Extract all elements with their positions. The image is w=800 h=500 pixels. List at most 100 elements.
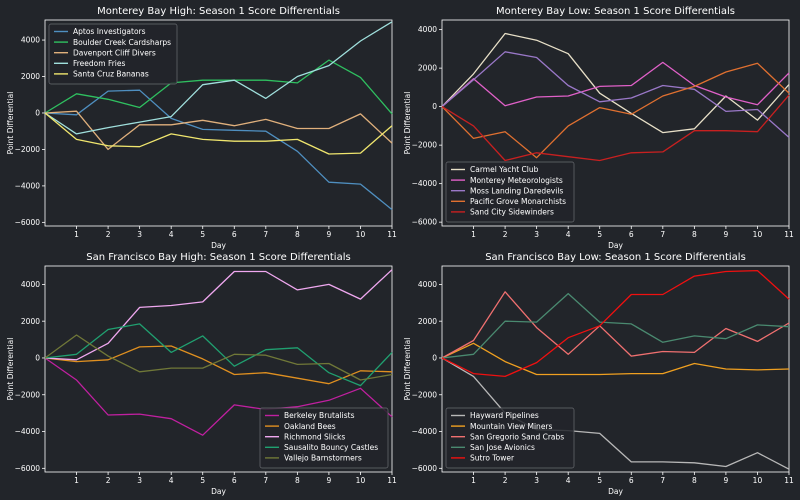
x-tick-label: 8: [692, 476, 697, 485]
x-tick-label: 2: [106, 476, 111, 485]
legend-box: [48, 23, 178, 85]
legend-entry: Sutro Tower: [470, 454, 515, 463]
y-tick-label: 2000: [21, 317, 40, 326]
y-tick-label: 0: [35, 109, 40, 118]
legend-entry: Monterey Meteorologists: [470, 176, 563, 185]
legend-entry: Berkeley Brutalists: [284, 411, 355, 420]
series-line: [44, 59, 393, 115]
x-tick-label: 9: [327, 476, 332, 485]
y-tick-label: 4000: [21, 280, 40, 289]
legend-entry: Oakland Bees: [284, 422, 336, 431]
legend-entry: Pacific Grove Monarchists: [470, 197, 566, 206]
x-tick-label: 4: [566, 230, 571, 239]
x-tick-label: 11: [387, 230, 397, 239]
legend: Berkeley Brutalists Oakland BeesRichmond …: [259, 407, 389, 469]
x-tick-label: 11: [784, 230, 794, 239]
chart-panel-4: San Francisco Bay Low: Season 1 Score Di…: [403, 252, 794, 496]
legend-entry: Mountain View Miners: [470, 422, 553, 431]
x-tick-label: 6: [629, 476, 634, 485]
y-tick-label: −2000: [15, 145, 41, 154]
legend-entry: Vallejo Barnstormers: [284, 454, 362, 463]
series-line: [44, 357, 393, 436]
chart-panel-1: Monterey Bay High: Season 1 Score Differ…: [6, 6, 397, 250]
x-tick-label: 11: [387, 476, 397, 485]
series-line: [44, 89, 393, 211]
y-tick-label: −4000: [412, 179, 438, 188]
x-tick-label: 8: [692, 230, 697, 239]
series-line: [441, 51, 790, 138]
series-line: [441, 62, 790, 159]
y-tick-label: −6000: [15, 218, 41, 227]
y-tick-label: −4000: [15, 181, 41, 190]
y-tick-label: 4000: [418, 280, 437, 289]
plot-frame: [44, 19, 393, 227]
chart-title: Monterey Bay Low: Season 1 Score Differe…: [496, 6, 735, 17]
y-tick-label: −6000: [15, 464, 41, 473]
x-tick-label: 5: [200, 230, 205, 239]
series-line: [441, 357, 790, 470]
legend-box: [445, 407, 575, 469]
legend-entry: Sausalito Bouncy Castles: [284, 443, 378, 452]
y-axis-label: Point Differential: [403, 338, 412, 401]
x-tick-label: 10: [753, 230, 763, 239]
chart-title: Monterey Bay High: Season 1 Score Differ…: [97, 6, 340, 17]
series-line: [441, 32, 790, 134]
legend-entry: Richmond Slicks: [284, 432, 345, 441]
series-line: [441, 269, 790, 378]
legend-entry: San Gregorio Sand Crabs: [470, 432, 564, 441]
x-tick-label: 3: [534, 230, 539, 239]
legend-entry: Davenport Cliff Divers: [73, 48, 156, 57]
x-tick-label: 3: [534, 476, 539, 485]
series-line: [44, 334, 393, 381]
x-tick-label: 1: [74, 476, 79, 485]
legend-entry: Hayward Pipelines: [470, 411, 539, 420]
legend-box: [445, 161, 575, 223]
x-tick-label: 6: [232, 230, 237, 239]
x-tick-label: 6: [629, 230, 634, 239]
x-tick-label: 3: [137, 476, 142, 485]
x-tick-label: 8: [295, 230, 300, 239]
legend: Aptos Investigators Boulder Creek Cardsha…: [48, 23, 178, 85]
x-tick-label: 2: [106, 230, 111, 239]
y-tick-label: 2000: [21, 72, 40, 81]
y-tick-label: 4000: [418, 25, 437, 34]
series-line: [44, 21, 393, 135]
x-tick-label: 9: [724, 230, 729, 239]
y-axis-label: Point Differential: [6, 92, 15, 155]
series-line: [44, 269, 393, 361]
series-line: [44, 323, 393, 387]
x-tick-label: 5: [597, 476, 602, 485]
y-tick-label: 4000: [21, 36, 40, 45]
x-tick-label: 1: [471, 230, 476, 239]
legend-entry: Sand City Sidewinders: [470, 208, 554, 217]
series-line: [44, 110, 393, 151]
series-line: [441, 94, 790, 162]
x-tick-label: 7: [263, 230, 268, 239]
x-tick-label: 9: [724, 476, 729, 485]
x-tick-label: 10: [753, 476, 763, 485]
legend-entry: Carmel Yacht Club: [470, 165, 539, 174]
x-tick-label: 11: [784, 476, 794, 485]
series-line: [441, 61, 790, 108]
x-tick-label: 4: [566, 476, 571, 485]
series-line: [441, 342, 790, 376]
x-tick-label: 1: [471, 476, 476, 485]
legend: Hayward Pipelines Mountain View MinersSan…: [445, 407, 575, 469]
chart-title: San Francisco Bay Low: Season 1 Score Di…: [485, 252, 746, 263]
legend-box: [259, 407, 389, 469]
chart-panel-2: Monterey Bay Low: Season 1 Score Differe…: [403, 6, 794, 250]
plot-frame: [441, 19, 790, 227]
legend-entry: Santa Cruz Bananas: [73, 70, 149, 79]
legend: Carmel Yacht Club Monterey Meteorologists…: [445, 161, 575, 223]
x-tick-label: 7: [660, 476, 665, 485]
x-tick-label: 4: [169, 476, 174, 485]
legend-entry: Aptos Investigators: [73, 27, 146, 36]
y-tick-label: 2000: [418, 64, 437, 73]
x-tick-label: 7: [660, 230, 665, 239]
x-tick-label: 1: [74, 230, 79, 239]
y-tick-label: 0: [432, 354, 437, 363]
x-tick-label: 7: [263, 476, 268, 485]
y-axis-label: Point Differential: [6, 338, 15, 401]
x-tick-label: 8: [295, 476, 300, 485]
